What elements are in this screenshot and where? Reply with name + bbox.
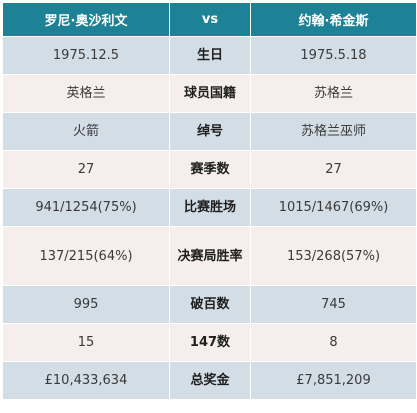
table-row: 英格兰 球员国籍 苏格兰: [3, 75, 416, 112]
row-label: 决赛局胜率: [170, 227, 250, 285]
row-label: 球员国籍: [170, 75, 250, 112]
right-value: £7,851,209: [251, 362, 416, 399]
left-value: 1975.12.5: [3, 37, 169, 74]
right-value: 27: [251, 151, 416, 188]
header-row: 罗尼·奥沙利文 vs 约翰·希金斯: [3, 3, 416, 36]
header-player-left: 罗尼·奥沙利文: [3, 3, 169, 36]
table-row: 15 147数 8: [3, 324, 416, 361]
left-value: 995: [3, 286, 169, 323]
right-value: 1975.5.18: [251, 37, 416, 74]
right-value: 苏格兰: [251, 75, 416, 112]
left-value: 15: [3, 324, 169, 361]
left-value: 火箭: [3, 113, 169, 150]
row-label: 总奖金: [170, 362, 250, 399]
table-row: 137/215(64%) 决赛局胜率 153/268(57%): [3, 227, 416, 285]
right-value: 153/268(57%): [251, 227, 416, 285]
table-row: 995 破百数 745: [3, 286, 416, 323]
row-label: 绰号: [170, 113, 250, 150]
header-vs: vs: [170, 3, 250, 36]
left-value: 137/215(64%): [3, 227, 169, 285]
table-row: £10,433,634 总奖金 £7,851,209: [3, 362, 416, 399]
row-label: 比赛胜场: [170, 189, 250, 226]
row-label: 生日: [170, 37, 250, 74]
header-player-right: 约翰·希金斯: [251, 3, 416, 36]
table-row: 27 赛季数 27: [3, 151, 416, 188]
table-row: 1975.12.5 生日 1975.5.18: [3, 37, 416, 74]
left-value: 941/1254(75%): [3, 189, 169, 226]
right-value: 745: [251, 286, 416, 323]
right-value: 1015/1467(69%): [251, 189, 416, 226]
table-row: 火箭 绰号 苏格兰巫师: [3, 113, 416, 150]
table-row: 941/1254(75%) 比赛胜场 1015/1467(69%): [3, 189, 416, 226]
left-value: 27: [3, 151, 169, 188]
row-label: 赛季数: [170, 151, 250, 188]
row-label: 147数: [170, 324, 250, 361]
left-value: £10,433,634: [3, 362, 169, 399]
row-label: 破百数: [170, 286, 250, 323]
right-value: 苏格兰巫师: [251, 113, 416, 150]
player-comparison-table: 罗尼·奥沙利文 vs 约翰·希金斯 1975.12.5 生日 1975.5.18…: [2, 2, 417, 400]
right-value: 8: [251, 324, 416, 361]
left-value: 英格兰: [3, 75, 169, 112]
